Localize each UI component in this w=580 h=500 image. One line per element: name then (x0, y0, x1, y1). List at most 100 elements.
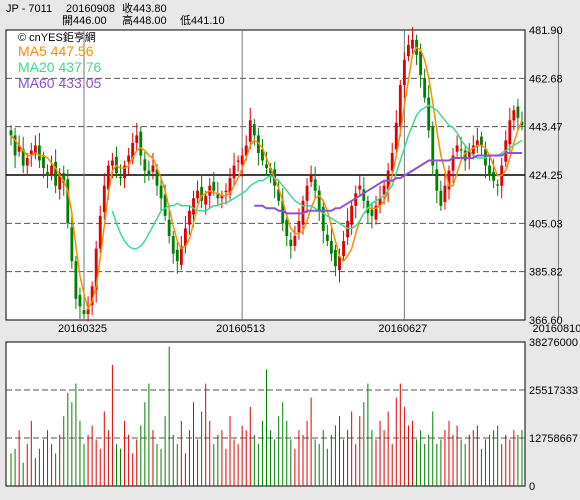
price-y-tick: 462.68 (529, 73, 563, 85)
candle-body (370, 209, 374, 216)
price-panel: © cnYES鉅亨網 MA5 447.56 MA20 437.76 MA60 4… (5, 25, 580, 335)
candle-body (342, 241, 345, 257)
volume-y-tick: 38276000 (529, 337, 578, 349)
legend-ma60: MA60 433.05 (18, 75, 101, 91)
candle-body (362, 189, 366, 201)
candle-body (512, 110, 516, 121)
header-open: 開446.00 (62, 14, 107, 27)
volume-panel: 38276000 25517333 12758667 0 (5, 337, 578, 493)
candle-body (488, 165, 491, 176)
watermark: © cnYES鉅亨網 (18, 30, 96, 44)
candle-body (232, 165, 236, 179)
candle-body (256, 135, 260, 153)
header-close: 收443.80 (122, 1, 167, 15)
candle-body (98, 215, 102, 249)
header-symbol: JP - 7011 (6, 3, 52, 15)
candle-body (151, 165, 155, 172)
price-x-tick: 20160627 (378, 323, 427, 335)
candle-body (220, 195, 224, 199)
candle-body (171, 235, 175, 254)
candle-body (244, 145, 248, 156)
candle-body (94, 248, 98, 291)
candle-body (451, 155, 455, 171)
ma60-line (254, 152, 522, 215)
candle-body (427, 97, 431, 131)
ma5-line (10, 46, 523, 311)
candle-body (378, 198, 382, 206)
candle-body (423, 78, 427, 98)
candle-body (475, 140, 479, 146)
candle-body (86, 308, 90, 314)
price-y-tick: 443.47 (529, 122, 563, 134)
candle-body (212, 181, 216, 191)
candle-body (285, 219, 289, 236)
candle-body (228, 178, 232, 195)
candle-body (78, 295, 82, 307)
price-y-tick: 424.25 (529, 170, 563, 182)
candle-body (492, 171, 496, 181)
candle-body (147, 170, 151, 176)
candle-body (269, 168, 272, 174)
candle-body (520, 121, 524, 126)
candle-body (496, 184, 500, 186)
candle-body (265, 164, 268, 169)
candle-body (110, 160, 114, 166)
candle-body (382, 185, 386, 195)
candle-body (46, 171, 49, 176)
candle-body (374, 205, 378, 220)
candle-body (62, 173, 66, 184)
candle-body (419, 51, 423, 76)
candle-body (167, 219, 171, 236)
candle-body (102, 185, 106, 213)
candle-body (325, 234, 329, 242)
candle-body (50, 165, 53, 176)
candle-body (321, 207, 325, 231)
candle-body (204, 195, 208, 205)
candle-body (443, 185, 447, 203)
price-y-tick: 385.82 (529, 267, 563, 279)
candle-body (471, 145, 475, 155)
candle-body (216, 194, 220, 199)
candle-body (90, 286, 94, 306)
candle-body (480, 136, 483, 146)
candle-body (366, 200, 370, 214)
candle-body (74, 261, 78, 299)
candle-body (297, 220, 301, 233)
candle-body (66, 179, 70, 224)
volume-y-tick: 25517333 (529, 385, 578, 397)
candle-body (467, 150, 471, 157)
volume-y-tick: 12758667 (529, 433, 578, 445)
candle-body (334, 249, 337, 267)
candle-body (252, 124, 256, 136)
candle-body (390, 152, 394, 171)
candle-body (17, 145, 21, 152)
candle-body (455, 145, 459, 152)
candle-body (329, 241, 333, 254)
candle-body (21, 149, 25, 166)
candle-body (281, 200, 285, 224)
candle-body (159, 185, 163, 199)
candle-body (317, 190, 321, 211)
candle-body (358, 185, 362, 190)
ma20-line (111, 104, 523, 250)
candle-body (192, 198, 195, 215)
price-y-tick: 366.60 (529, 315, 563, 327)
candle-body (42, 156, 45, 169)
price-x-tick: 20160810 (532, 323, 580, 335)
candle-body (127, 155, 131, 162)
candle-body (277, 189, 281, 201)
candle-body (407, 44, 410, 57)
candle-body (82, 310, 86, 314)
candle-body (37, 145, 41, 161)
candle-body (463, 150, 467, 161)
candle-body (58, 173, 62, 190)
candle-body (459, 149, 463, 151)
candle-body (289, 239, 293, 247)
price-x-tick: 20160325 (58, 323, 107, 335)
candle-body (350, 205, 354, 225)
volume-y-tick: 0 (529, 481, 535, 493)
candle-body (236, 160, 240, 162)
candle-body (224, 190, 228, 192)
candle-body (293, 235, 297, 247)
candle-body (240, 155, 244, 165)
